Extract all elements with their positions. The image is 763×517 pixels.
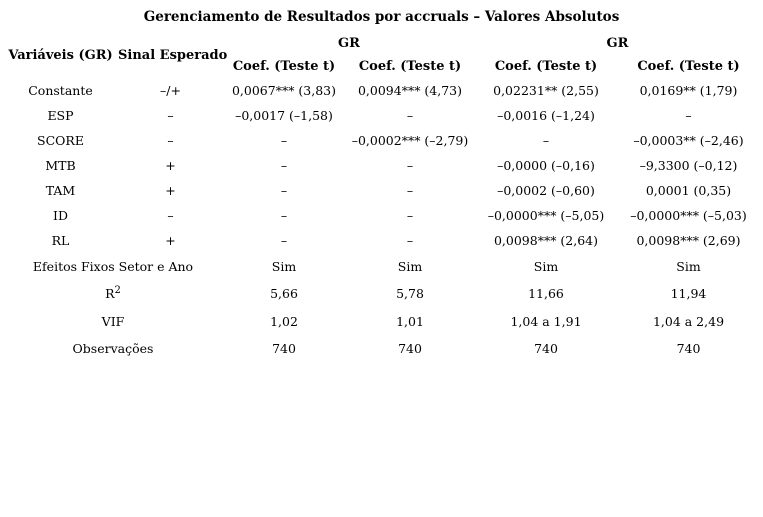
table-row-fixed-effects: Efeitos Fixos Setor e Ano Sim Sim Sim Si… <box>3 253 760 279</box>
table-row-id: ID – – – –0,0000*** (–5,05) –0,0000*** (… <box>3 203 760 228</box>
expected-sign: – <box>167 108 174 123</box>
value-cell: 0,0094*** (4,73) <box>357 83 463 98</box>
value-cell: – <box>280 133 288 148</box>
header-coef-1: Coef. (Teste t) <box>232 58 336 74</box>
variable-label: Constante <box>28 83 93 98</box>
table-row-r-squared: R2 5,66 5,78 11,66 11,94 <box>3 279 760 307</box>
value-cell: –0,0000*** (–5,05) <box>487 208 605 223</box>
variable-label: SCORE <box>37 133 84 148</box>
value-cell: 5,66 <box>270 285 298 301</box>
value-cell: 1,04 a 1,91 <box>510 313 582 329</box>
value-cell: 0,0001 (0,35) <box>645 183 732 198</box>
r-squared-exponent: 2 <box>114 284 121 296</box>
value-cell: – <box>406 208 414 223</box>
value-cell: – <box>685 108 692 123</box>
header-row-groups: Variáveis (GR) Sinal Esperado GR GR <box>3 33 760 63</box>
table-row-constante: Constante –/+ 0,0067*** (3,83) 0,0094***… <box>3 78 760 103</box>
value-cell: 740 <box>398 340 422 356</box>
regression-results-table: Variáveis (GR) Sinal Esperado GR GR Coef… <box>3 33 760 361</box>
value-cell: –0,0017 (–1,58) <box>235 108 333 123</box>
table-row-score: SCORE – – –0,0002*** (–2,79) – –0,0003**… <box>3 128 760 153</box>
expected-sign: + <box>165 183 176 198</box>
value-cell: 1,04 a 2,49 <box>652 313 725 329</box>
value-cell: – <box>280 233 288 248</box>
expected-sign: –/+ <box>160 83 181 98</box>
summary-label: VIF <box>101 313 125 329</box>
value-cell: –0,0002 (–0,60) <box>497 183 595 198</box>
value-cell: – <box>280 183 288 198</box>
value-cell: –9,3300 (–0,12) <box>639 158 738 173</box>
value-cell: 1,02 <box>270 313 298 329</box>
value-cell: – <box>406 183 414 198</box>
variable-label: RL <box>51 233 70 248</box>
expected-sign: – <box>167 133 174 148</box>
header-coef-2: Coef. (Teste t) <box>358 58 462 74</box>
value-cell: Sim <box>271 258 297 274</box>
value-cell: Sim <box>676 258 701 274</box>
value-cell: 11,66 <box>528 285 564 301</box>
table-row-rl: RL + – – 0,0098*** (2,64) 0,0098*** (2,6… <box>3 228 760 253</box>
table-row-vif: VIF 1,02 1,01 1,04 a 1,91 1,04 a 2,49 <box>3 307 760 335</box>
header-variables: Variáveis (GR) <box>8 48 113 63</box>
table-row-tam: TAM + – – –0,0002 (–0,60) 0,0001 (0,35) <box>3 178 760 203</box>
value-cell: –0,0002*** (–2,79) <box>351 133 469 148</box>
table-row-esp: ESP – –0,0017 (–1,58) – –0,0016 (–1,24) … <box>3 103 760 128</box>
summary-label: R2 <box>3 279 223 307</box>
value-cell: –0,0016 (–1,24) <box>497 108 595 123</box>
value-cell: Sim <box>397 258 423 274</box>
value-cell: 5,78 <box>396 285 424 301</box>
variable-label: ESP <box>47 108 74 123</box>
expected-sign: + <box>165 158 176 173</box>
value-cell: – <box>406 108 414 123</box>
value-cell: – <box>280 158 288 173</box>
value-cell: – <box>542 133 550 148</box>
expected-sign: – <box>167 208 174 223</box>
variable-label: MTB <box>45 158 76 173</box>
table-row-mtb: MTB + – – –0,0000 (–0,16) –9,3300 (–0,12… <box>3 153 760 178</box>
value-cell: 740 <box>676 340 701 356</box>
value-cell: – <box>406 233 414 248</box>
value-cell: 0,0098*** (2,69) <box>636 233 741 248</box>
value-cell: –0,0000*** (–5,03) <box>630 208 747 223</box>
value-cell: 0,0169** (1,79) <box>639 83 738 98</box>
expected-sign: + <box>165 233 176 248</box>
value-cell: – <box>280 208 288 223</box>
header-group-gr-2: GR <box>606 36 629 51</box>
value-cell: –0,0003** (–2,46) <box>633 133 744 148</box>
table-title: Gerenciamento de Resultados por accruals… <box>143 9 620 25</box>
header-coef-3: Coef. (Teste t) <box>494 58 598 74</box>
summary-label: Efeitos Fixos Setor e Ano <box>32 258 194 274</box>
value-cell: 740 <box>534 340 558 356</box>
value-cell: Sim <box>533 258 559 274</box>
value-cell: 0,0098*** (2,64) <box>493 233 599 248</box>
value-cell: 1,01 <box>396 313 424 329</box>
summary-label: Observações <box>72 340 154 356</box>
value-cell: –0,0000 (–0,16) <box>497 158 595 173</box>
value-cell: 0,02231** (2,55) <box>493 83 599 98</box>
table-row-observations: Observações 740 740 740 740 <box>3 335 760 361</box>
header-coef-4: Coef. (Teste t) <box>637 58 740 74</box>
variable-label: ID <box>53 208 68 223</box>
value-cell: 0,0067*** (3,83) <box>231 83 337 98</box>
value-cell: 740 <box>272 340 296 356</box>
r-squared-label: R <box>105 285 115 301</box>
header-row-coef: Coef. (Teste t) Coef. (Teste t) Coef. (T… <box>3 54 760 78</box>
value-cell: – <box>406 158 414 173</box>
variable-label: TAM <box>45 183 76 198</box>
header-group-gr-1: GR <box>338 36 360 51</box>
header-expected-sign: Sinal Esperado <box>118 48 228 63</box>
value-cell: 11,94 <box>670 285 707 301</box>
